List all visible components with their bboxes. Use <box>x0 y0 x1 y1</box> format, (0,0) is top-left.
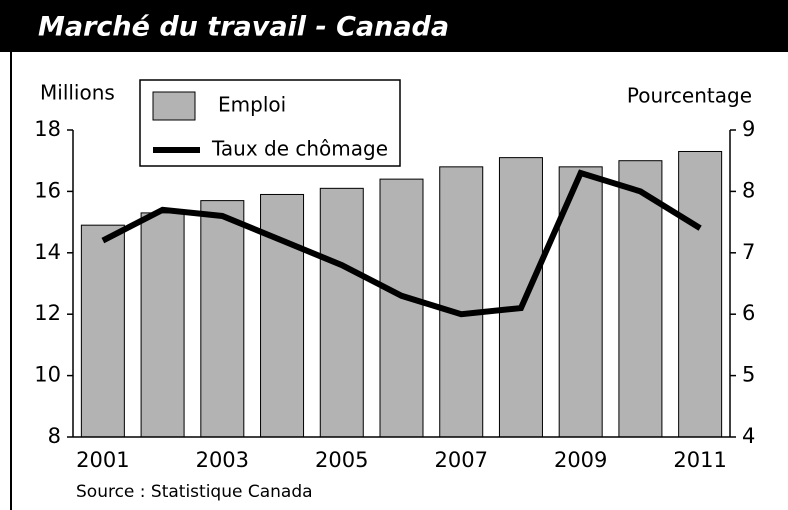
x-tick-label: 2009 <box>554 448 607 472</box>
bar <box>260 193 305 438</box>
y2-tick-label: 6 <box>742 301 755 325</box>
y2-tick-label: 4 <box>742 424 755 448</box>
x-tick-label: 2001 <box>76 448 129 472</box>
bar <box>200 200 245 438</box>
y2-tick-label: 5 <box>742 363 755 387</box>
legend-swatch <box>152 91 196 121</box>
y2-tick-label: 9 <box>742 117 755 141</box>
plot: 8 10 12 14 16 18 4 5 6 7 8 9 2001 2003 2005 2007 2009 201… <box>34 117 755 472</box>
y-tick-label: 12 <box>34 301 61 325</box>
y-tick-label: 14 <box>34 240 61 264</box>
y2-tick-label: 8 <box>742 178 755 202</box>
legend: Emploi Taux de chômage <box>139 79 401 167</box>
line <box>101 169 702 318</box>
title-bar <box>0 0 788 52</box>
source: Source : Statistique Canada <box>76 482 313 502</box>
x-tick-label: 2003 <box>196 448 249 472</box>
x-tick-label: 2011 <box>673 448 726 472</box>
y-tick-label: 16 <box>34 178 61 202</box>
y-axis-label: Millions <box>40 81 115 105</box>
bar <box>319 187 364 438</box>
y-tick-label: 8 <box>48 424 61 448</box>
y2-axis-label: Pourcentage <box>627 84 752 108</box>
bar <box>80 224 125 438</box>
y-tick-label: 18 <box>34 117 61 141</box>
y2-tick-label: 7 <box>742 240 755 264</box>
y-tick-label: 10 <box>34 363 61 387</box>
legend-label: Taux de chômage <box>211 137 388 161</box>
bar <box>140 212 185 438</box>
bar <box>379 178 424 438</box>
chart-title: Marché du travail - Canada <box>38 12 449 43</box>
legend-label: Emploi <box>218 93 286 117</box>
x-tick-label: 2005 <box>315 448 368 472</box>
bar <box>678 150 723 438</box>
x-tick-label: 2007 <box>435 448 488 472</box>
bar <box>498 157 543 438</box>
bar <box>439 166 484 438</box>
